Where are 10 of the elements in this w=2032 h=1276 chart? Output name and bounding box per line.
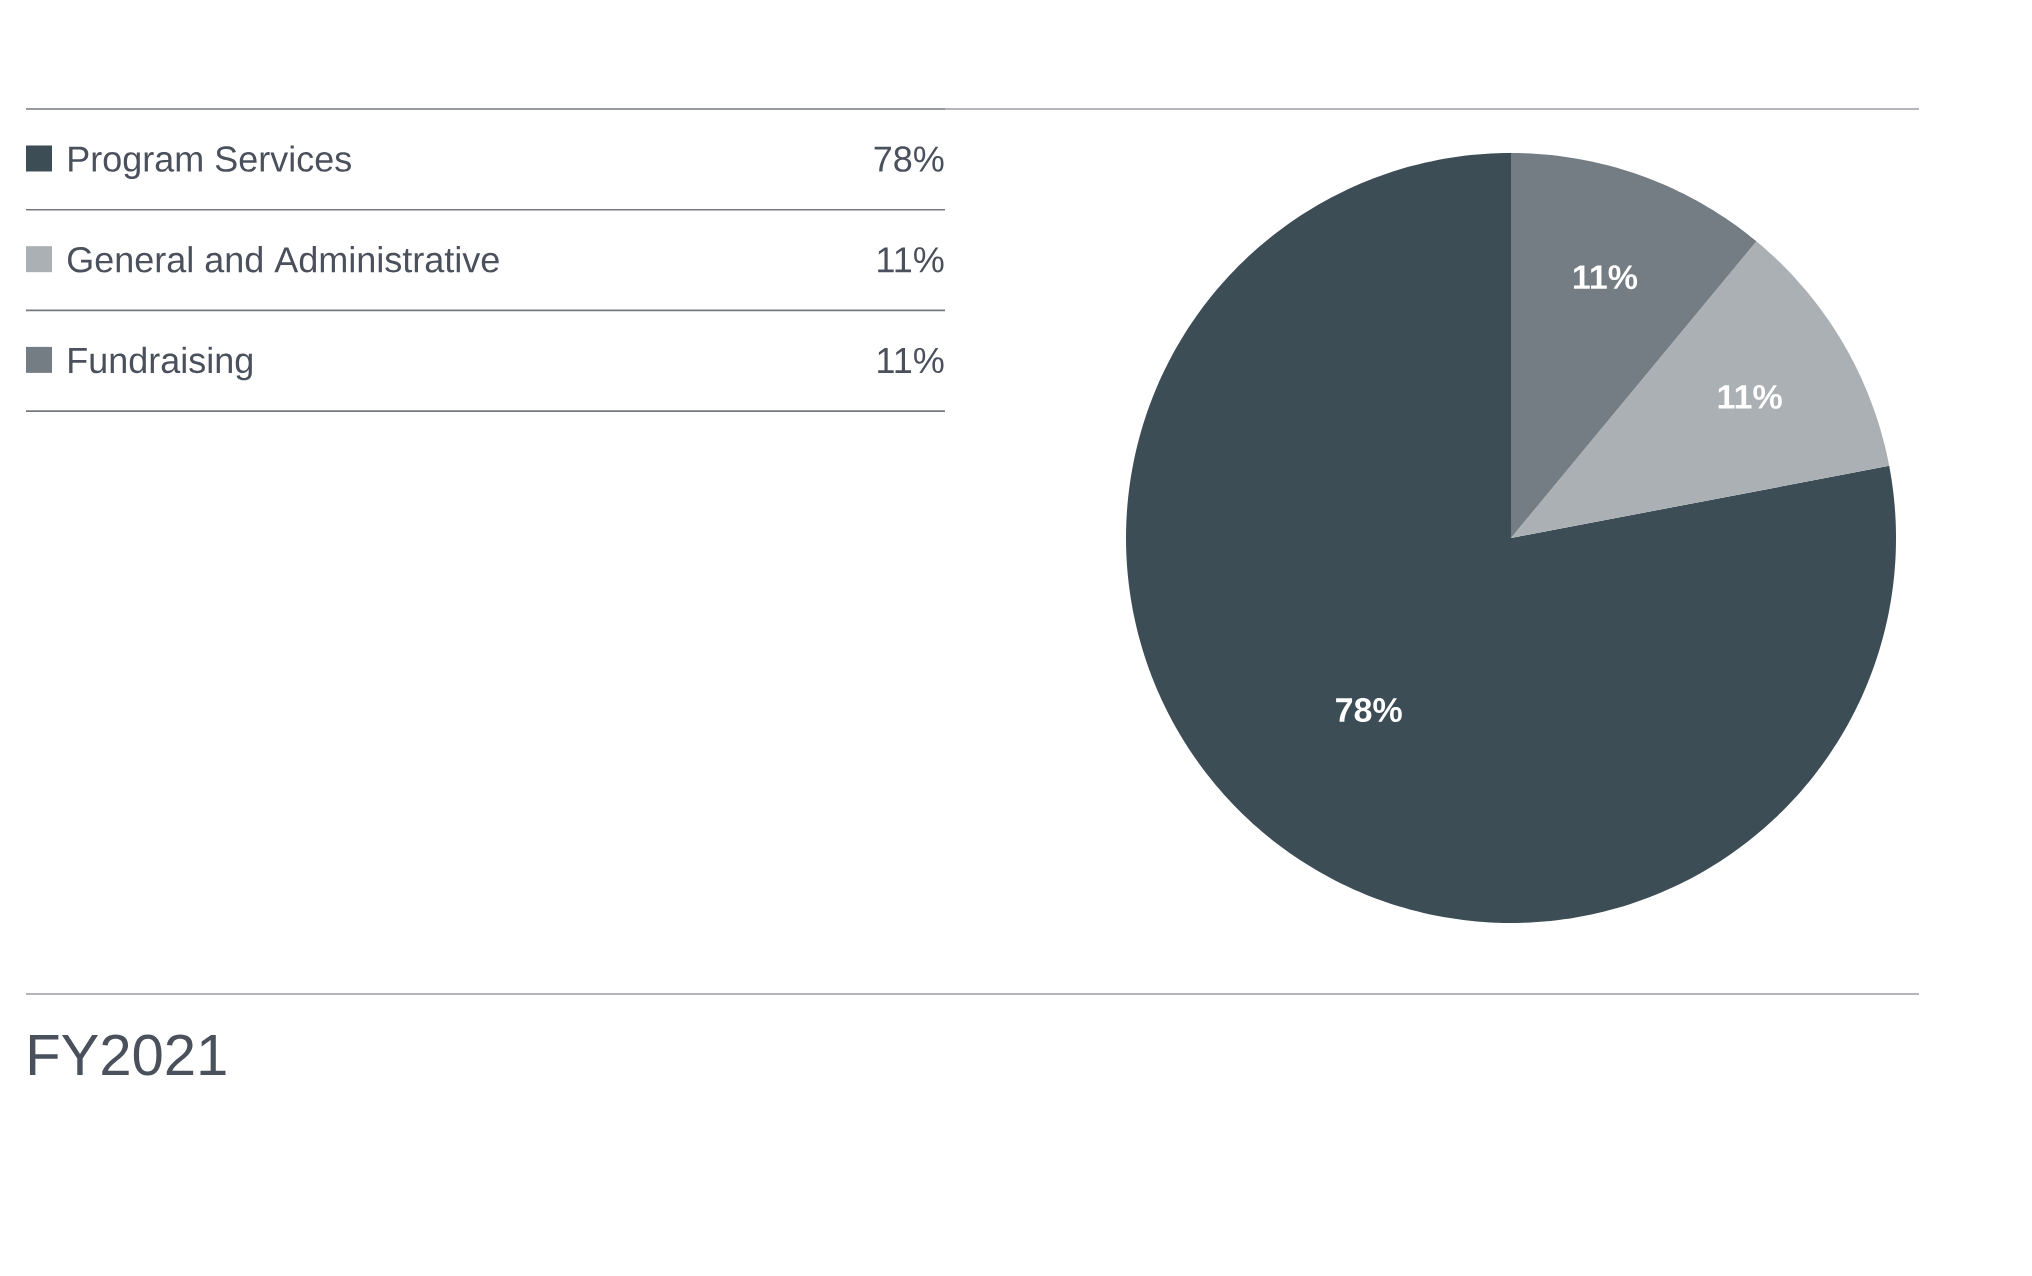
data-label: 11% <box>1718 384 1782 409</box>
text: 11% <box>878 247 944 273</box>
legend-label: Fundraising <box>69 346 252 381</box>
text: FY2021 <box>29 1034 226 1076</box>
text: 78% <box>1336 698 1402 723</box>
text: 11% <box>878 347 944 374</box>
legend-label: General and Administrative <box>68 246 499 273</box>
legend-label: Program Services <box>69 145 351 179</box>
data-label: 78% <box>874 146 944 172</box>
data-label: 11% <box>1573 265 1638 290</box>
